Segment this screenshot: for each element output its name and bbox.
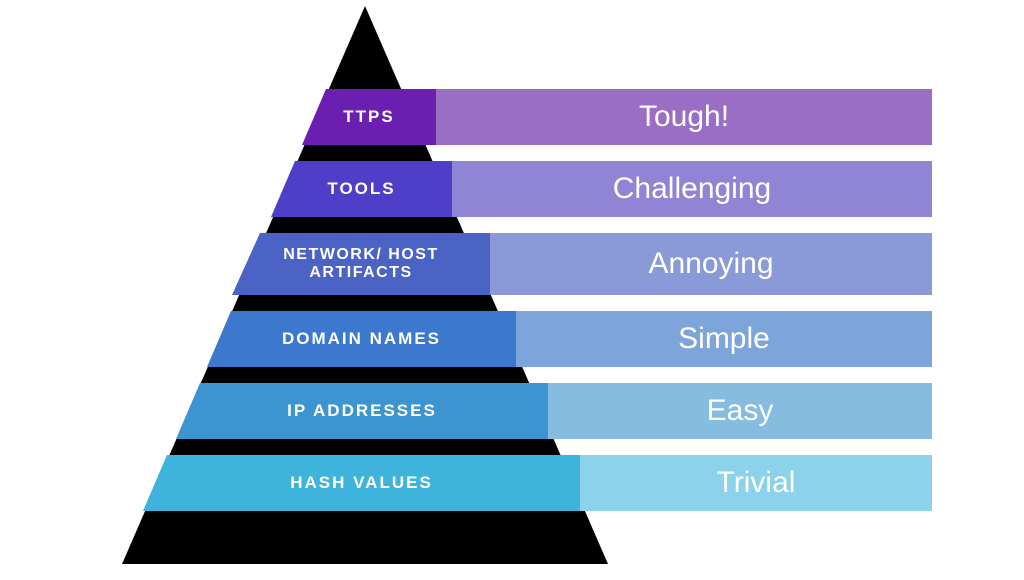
pyramid-level-difficulty: Easy <box>548 383 932 439</box>
pyramid-level-label: DOMAIN NAMES <box>207 311 516 367</box>
pyramid-level: NETWORK/ HOST ARTIFACTSAnnoying <box>232 233 932 295</box>
pyramid-level-difficulty: Annoying <box>490 233 932 295</box>
pyramid-level-label: TTPS <box>302 89 436 145</box>
pyramid-level-difficulty: Trivial <box>580 455 932 511</box>
pyramid-level: IP ADDRESSESEasy <box>176 383 932 439</box>
pyramid-level: DOMAIN NAMESSimple <box>207 311 932 367</box>
pyramid-of-pain-diagram: TTPSTough! TOOLSChallenging NETWORK/ HOST … <box>0 0 1024 580</box>
pyramid-level-label: HASH VALUES <box>143 455 580 511</box>
pyramid-level-difficulty: Challenging <box>452 161 932 217</box>
pyramid-level-label: IP ADDRESSES <box>176 383 548 439</box>
pyramid-level-difficulty: Tough! <box>436 89 932 145</box>
pyramid-level: HASH VALUESTrivial <box>143 455 932 511</box>
pyramid-level: TTPSTough! <box>302 89 932 145</box>
pyramid-level-label: TOOLS <box>271 161 452 217</box>
pyramid-level-label: NETWORK/ HOST ARTIFACTS <box>232 233 490 295</box>
pyramid-level-difficulty: Simple <box>516 311 932 367</box>
pyramid-level: TOOLSChallenging <box>271 161 932 217</box>
